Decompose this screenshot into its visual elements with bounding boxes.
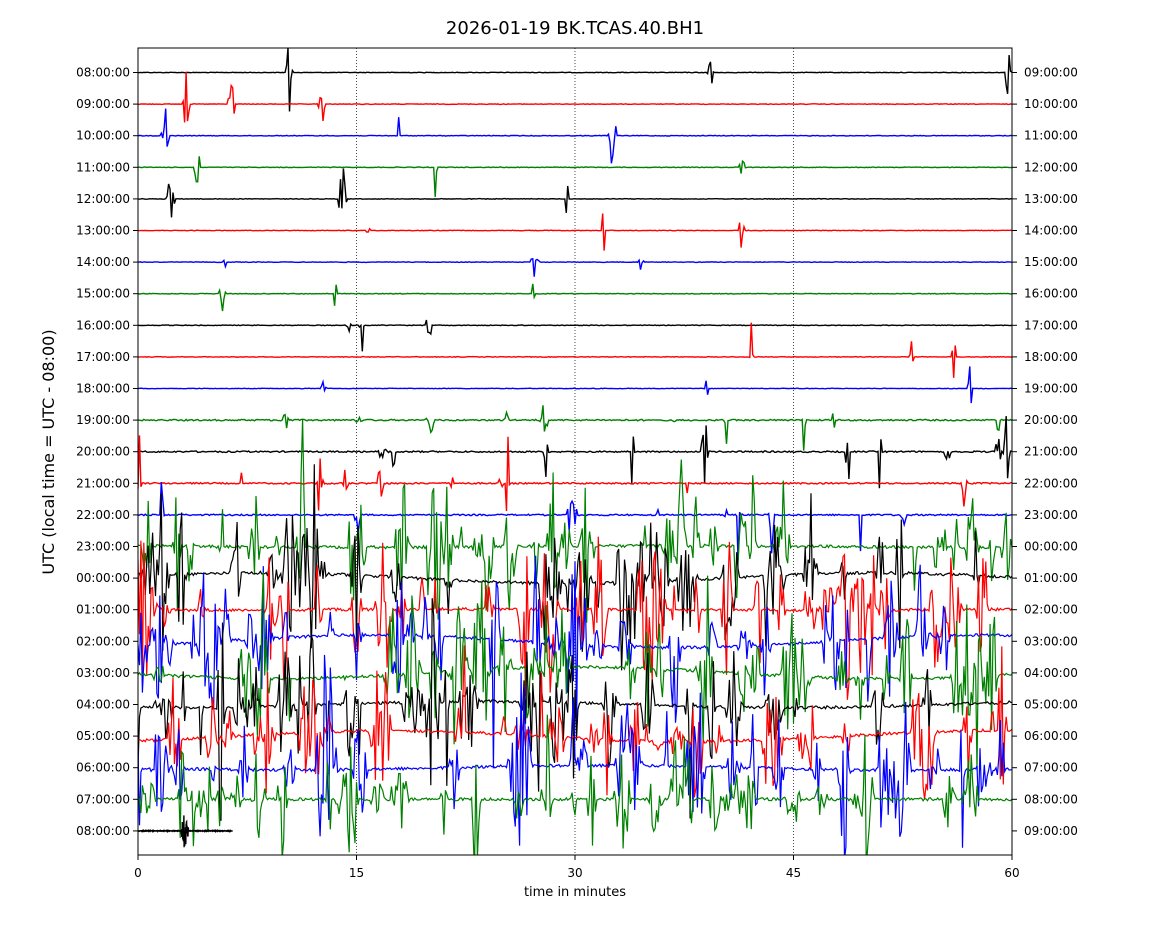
trace-row-12:00:00 (138, 168, 1012, 218)
trace-row-04:00:00 (138, 598, 1012, 821)
right-tick-label: 20:00:00 (1024, 413, 1078, 427)
x-tick-label: 30 (567, 866, 582, 880)
right-tick-label: 22:00:00 (1024, 476, 1078, 490)
trace-row-18:00:00 (138, 366, 1012, 404)
left-tick-label: 17:00:00 (76, 350, 130, 364)
right-tick-label: 06:00:00 (1024, 729, 1078, 743)
left-tick-label: 20:00:00 (76, 445, 130, 459)
left-tick-label: 07:00:00 (76, 792, 130, 806)
left-tick-label: 04:00:00 (76, 698, 130, 712)
y-axis-label: UTC (local time = UTC - 08:00) (39, 329, 58, 574)
x-axis-ticks: 0 15 30 45 60 (134, 855, 1020, 880)
left-tick-label: 10:00:00 (76, 129, 130, 143)
trace-row-13:00:00 (138, 213, 1012, 251)
right-tick-label: 10:00:00 (1024, 97, 1078, 111)
trace-row-07:00:00 (138, 714, 1012, 855)
trace-row-09:00:00 (138, 71, 1012, 123)
left-tick-label: 00:00:00 (76, 571, 130, 585)
right-tick-label: 15:00:00 (1024, 255, 1078, 269)
trace-row-14:00:00 (138, 258, 1012, 277)
trace-row-03:00:00 (138, 572, 1012, 772)
right-tick-label: 02:00:00 (1024, 603, 1078, 617)
right-tick-label: 03:00:00 (1024, 634, 1078, 648)
left-tick-label: 02:00:00 (76, 634, 130, 648)
left-tick-label: 05:00:00 (76, 729, 130, 743)
chart-title: 2026-01-19 BK.TCAS.40.BH1 (446, 18, 704, 39)
left-tick-label: 13:00:00 (76, 224, 130, 238)
trace-row-15:00:00 (138, 283, 1012, 312)
right-tick-label: 18:00:00 (1024, 350, 1078, 364)
left-tick-label: 14:00:00 (76, 255, 130, 269)
right-tick-label: 08:00:00 (1024, 792, 1078, 806)
trace-row-22:00:00 (138, 482, 1012, 561)
left-tick-label: 23:00:00 (76, 540, 130, 554)
left-tick-label: 12:00:00 (76, 192, 130, 206)
trace-row-11:00:00 (138, 156, 1012, 197)
left-tick-label: 21:00:00 (76, 476, 130, 490)
right-y-axis-ticks: 09:00:00 10:00:00 11:00:00 12:00:00 13:00:00… (1012, 66, 1078, 838)
trace-row-08:00:00 (138, 815, 233, 848)
left-tick-label: 09:00:00 (76, 97, 130, 111)
left-tick-label: 06:00:00 (76, 761, 130, 775)
left-tick-label: 08:00:00 (76, 824, 130, 838)
trace-row-20:00:00 (138, 416, 1012, 489)
right-tick-label: 00:00:00 (1024, 540, 1078, 554)
trace-row-10:00:00 (138, 108, 1012, 164)
trace-row-17:00:00 (138, 322, 1012, 378)
left-tick-label: 22:00:00 (76, 508, 130, 522)
right-tick-label: 17:00:00 (1024, 318, 1078, 332)
x-axis-label: time in minutes (524, 885, 626, 900)
right-tick-label: 05:00:00 (1024, 698, 1078, 712)
trace-row-16:00:00 (138, 319, 1012, 352)
left-tick-label: 01:00:00 (76, 603, 130, 617)
left-tick-label: 19:00:00 (76, 413, 130, 427)
left-tick-label: 18:00:00 (76, 382, 130, 396)
left-tick-label: 08:00:00 (76, 66, 130, 80)
left-y-axis-ticks: 08:00:00 09:00:00 10:00:00 11:00:00 12:00:00… (76, 66, 138, 838)
x-tick-label: 15 (349, 866, 364, 880)
right-tick-label: 01:00:00 (1024, 571, 1078, 585)
seismic-traces (138, 48, 1012, 855)
left-tick-label: 16:00:00 (76, 318, 130, 332)
left-tick-label: 11:00:00 (76, 160, 130, 174)
trace-row-08:00:00 (138, 48, 1012, 112)
right-tick-label: 23:00:00 (1024, 508, 1078, 522)
x-tick-label: 45 (786, 866, 801, 880)
right-tick-label: 11:00:00 (1024, 129, 1078, 143)
left-tick-label: 15:00:00 (76, 287, 130, 301)
right-tick-label: 09:00:00 (1024, 824, 1078, 838)
trace-row-23:00:00 (138, 418, 1012, 623)
trace-row-06:00:00 (138, 654, 1012, 855)
trace-row-19:00:00 (138, 405, 1012, 451)
left-tick-label: 03:00:00 (76, 666, 130, 680)
trace-row-02:00:00 (138, 555, 1012, 769)
x-tick-label: 60 (1004, 866, 1019, 880)
x-tick-label: 0 (134, 866, 142, 880)
right-tick-label: 12:00:00 (1024, 160, 1078, 174)
right-tick-label: 09:00:00 (1024, 66, 1078, 80)
trace-row-21:00:00 (138, 435, 1012, 512)
right-tick-label: 19:00:00 (1024, 382, 1078, 396)
right-tick-label: 07:00:00 (1024, 761, 1078, 775)
right-tick-label: 21:00:00 (1024, 445, 1078, 459)
right-tick-label: 14:00:00 (1024, 224, 1078, 238)
right-tick-label: 04:00:00 (1024, 666, 1078, 680)
right-tick-label: 13:00:00 (1024, 192, 1078, 206)
right-tick-label: 16:00:00 (1024, 287, 1078, 301)
